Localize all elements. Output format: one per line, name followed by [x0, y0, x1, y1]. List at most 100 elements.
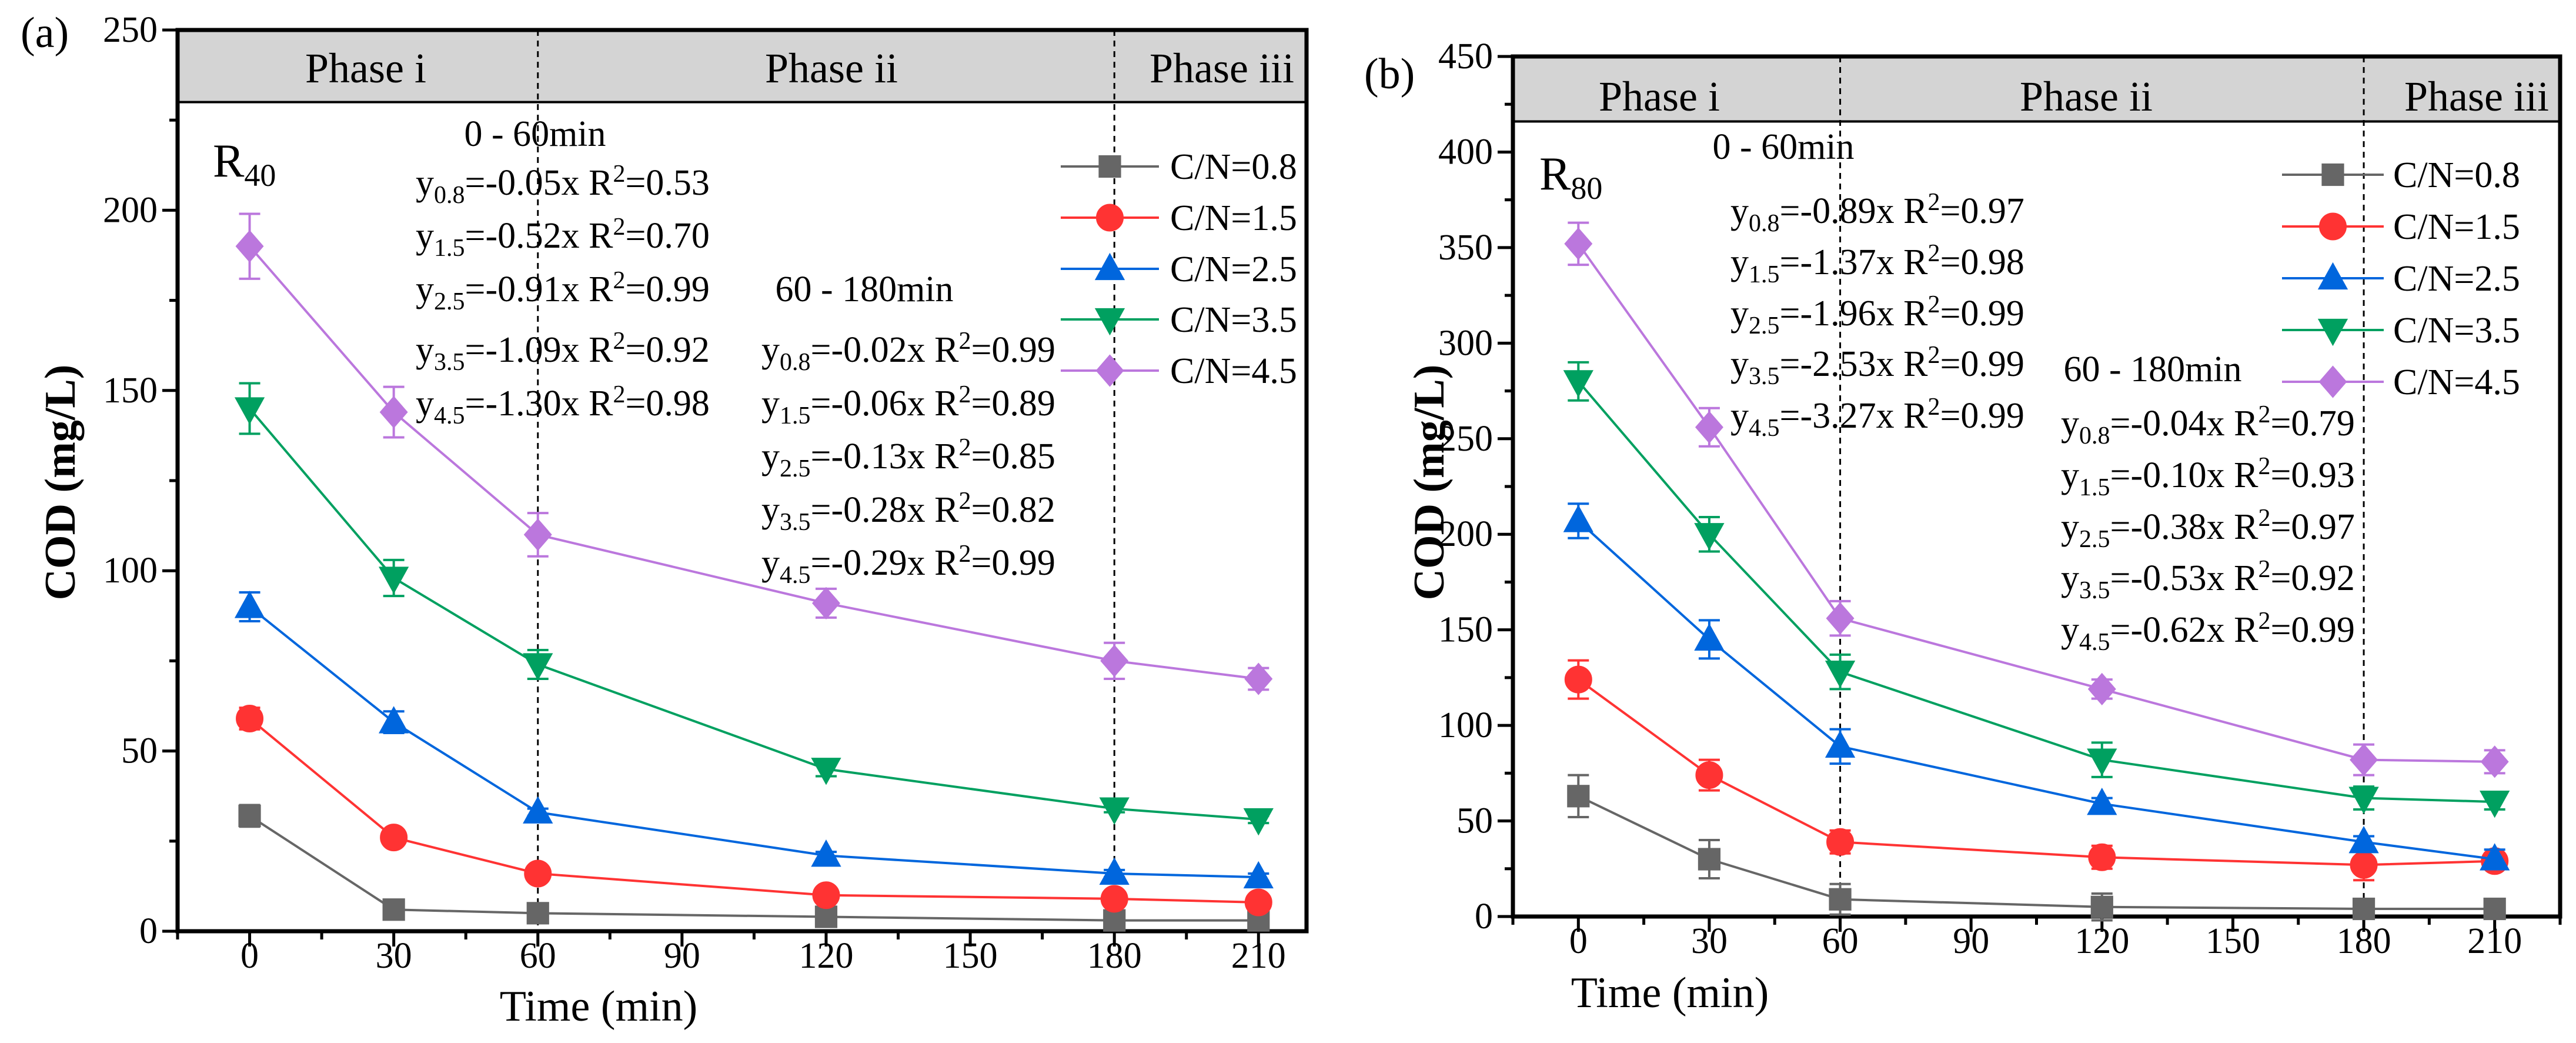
phase-band: [1512, 55, 2561, 123]
circle-marker: [1100, 885, 1128, 913]
x-tick-label: 0: [240, 936, 259, 976]
fit-equation: y3.5=-0.53x R2=0.92: [2061, 556, 2355, 604]
triangle-down-marker: [2348, 787, 2379, 814]
eq-subscript: 0.8: [434, 182, 465, 209]
triangle-down-marker: [1094, 308, 1125, 336]
eq-r2: =0.99: [1940, 396, 2024, 436]
eq-r2: =0.82: [971, 490, 1055, 530]
eq-superscript: 2: [2258, 401, 2270, 428]
fit-equation: y4.5=-0.62x R2=0.99: [2061, 608, 2355, 656]
triangle-up-marker: [523, 796, 553, 824]
y-axis-title: COD (mg/L): [1405, 365, 1454, 601]
x-axis-title: Time (min): [1571, 969, 1769, 1017]
eq-subscript: 0.8: [780, 349, 811, 376]
x-tick-label: 180: [2337, 921, 2391, 961]
eq-superscript: 2: [958, 541, 971, 568]
eq-superscript: 2: [1927, 189, 1940, 216]
y-axis-title: COD (mg/L): [36, 365, 85, 601]
x-tick-label: 150: [943, 936, 998, 976]
series-line: [249, 408, 1259, 821]
eq-y: y: [416, 384, 434, 424]
circle-marker: [524, 859, 552, 888]
eq-subscript: 2.5: [780, 455, 811, 482]
eq-y: y: [1730, 191, 1749, 231]
eq-superscript: 2: [958, 488, 971, 515]
fit-range-title: 0 - 60min: [1712, 127, 1854, 167]
eq-y: y: [761, 330, 780, 370]
eq-r2: =0.53: [625, 163, 709, 203]
legend-label: C/N=2.5: [1170, 249, 1297, 289]
fit-range-title: 60 - 180min: [775, 269, 953, 309]
eq-r2: =0.70: [625, 216, 709, 256]
triangle-up-marker: [2480, 843, 2510, 871]
square-marker: [1098, 155, 1121, 178]
y-tick-label: 250: [103, 10, 158, 50]
phase-label: Phase iii: [1150, 45, 1294, 92]
x-tick-label: 60: [520, 936, 556, 976]
eq-y: y: [1730, 242, 1749, 282]
diamond-marker: [1695, 411, 1723, 444]
diamond-marker: [235, 230, 264, 263]
eq-slope: =-0.53x R: [2110, 558, 2259, 598]
reactor-label: R80: [1539, 148, 1602, 206]
eq-r2: =0.92: [2270, 558, 2354, 598]
eq-y: y: [761, 543, 780, 583]
legend-label: C/N=0.8: [1170, 147, 1297, 187]
eq-slope: =-0.52x R: [465, 216, 614, 256]
triangle-down-marker: [523, 653, 553, 681]
triangle-up-marker: [1094, 252, 1125, 281]
series-c-n-1-5: [1564, 659, 2509, 882]
square-marker: [1103, 909, 1126, 932]
x-axis-title: Time (min): [500, 982, 697, 1031]
y-tick-label: 150: [1438, 610, 1493, 650]
triangle-up-marker: [1099, 857, 1130, 885]
triangle-down-marker: [1825, 661, 1856, 688]
fit-range-title: 60 - 180min: [2063, 349, 2241, 389]
y-tick-label: 250: [1438, 419, 1493, 459]
eq-slope: =-0.62x R: [2110, 610, 2259, 650]
eq-slope: =-0.04x R: [2110, 404, 2259, 444]
eq-slope: =-0.28x R: [811, 490, 960, 530]
x-tick-label: 30: [1691, 921, 1728, 961]
triangle-up-marker: [2317, 262, 2348, 290]
eq-subscript: 3.5: [780, 509, 811, 536]
eq-r2: =0.99: [971, 543, 1055, 583]
circle-marker: [1244, 888, 1272, 917]
phase-label: Phase ii: [765, 45, 898, 92]
triangle-up-marker: [1825, 730, 1856, 758]
eq-superscript: 2: [2258, 608, 2270, 635]
eq-y: y: [1730, 294, 1749, 334]
y-tick-label: 50: [121, 731, 158, 771]
eq-r2: =0.89: [971, 384, 1055, 424]
eq-subscript: 0.8: [1749, 210, 1780, 237]
square-marker: [1567, 785, 1590, 808]
legend-label: C/N=0.8: [2393, 155, 2520, 195]
eq-subscript: 3.5: [434, 349, 465, 376]
series-c-n-1-5: [236, 704, 1272, 917]
triangle-down-marker: [2480, 790, 2510, 818]
eq-superscript: 2: [1927, 394, 1940, 421]
diamond-marker: [2480, 745, 2509, 778]
fit-equation: y1.5=-0.10x R2=0.93: [2061, 453, 2355, 501]
plot-frame: [175, 28, 1309, 934]
eq-superscript: 2: [613, 267, 625, 294]
x-tick-label: 90: [1953, 921, 1989, 961]
eq-subscript: 1.5: [1749, 261, 1780, 288]
eq-superscript: 2: [613, 381, 625, 408]
square-marker: [814, 905, 838, 928]
series-c-n-4-5: [235, 212, 1273, 695]
square-marker: [2352, 897, 2375, 921]
series-line: [249, 717, 1259, 904]
triangle-up-marker: [811, 839, 841, 867]
series-line: [1578, 678, 2495, 867]
eq-slope: =-1.37x R: [1780, 242, 1929, 282]
eq-r2: =0.92: [625, 330, 709, 370]
legend-label: C/N=1.5: [1170, 198, 1297, 238]
circle-marker: [236, 704, 264, 732]
series-line: [1577, 243, 2495, 763]
series-line: [1578, 795, 2495, 911]
series-line: [249, 815, 1259, 922]
eq-slope: =-0.38x R: [2110, 507, 2259, 547]
fit-equation: y1.5=-1.37x R2=0.98: [1730, 240, 2024, 288]
x-tick-label: 120: [2074, 921, 2129, 961]
